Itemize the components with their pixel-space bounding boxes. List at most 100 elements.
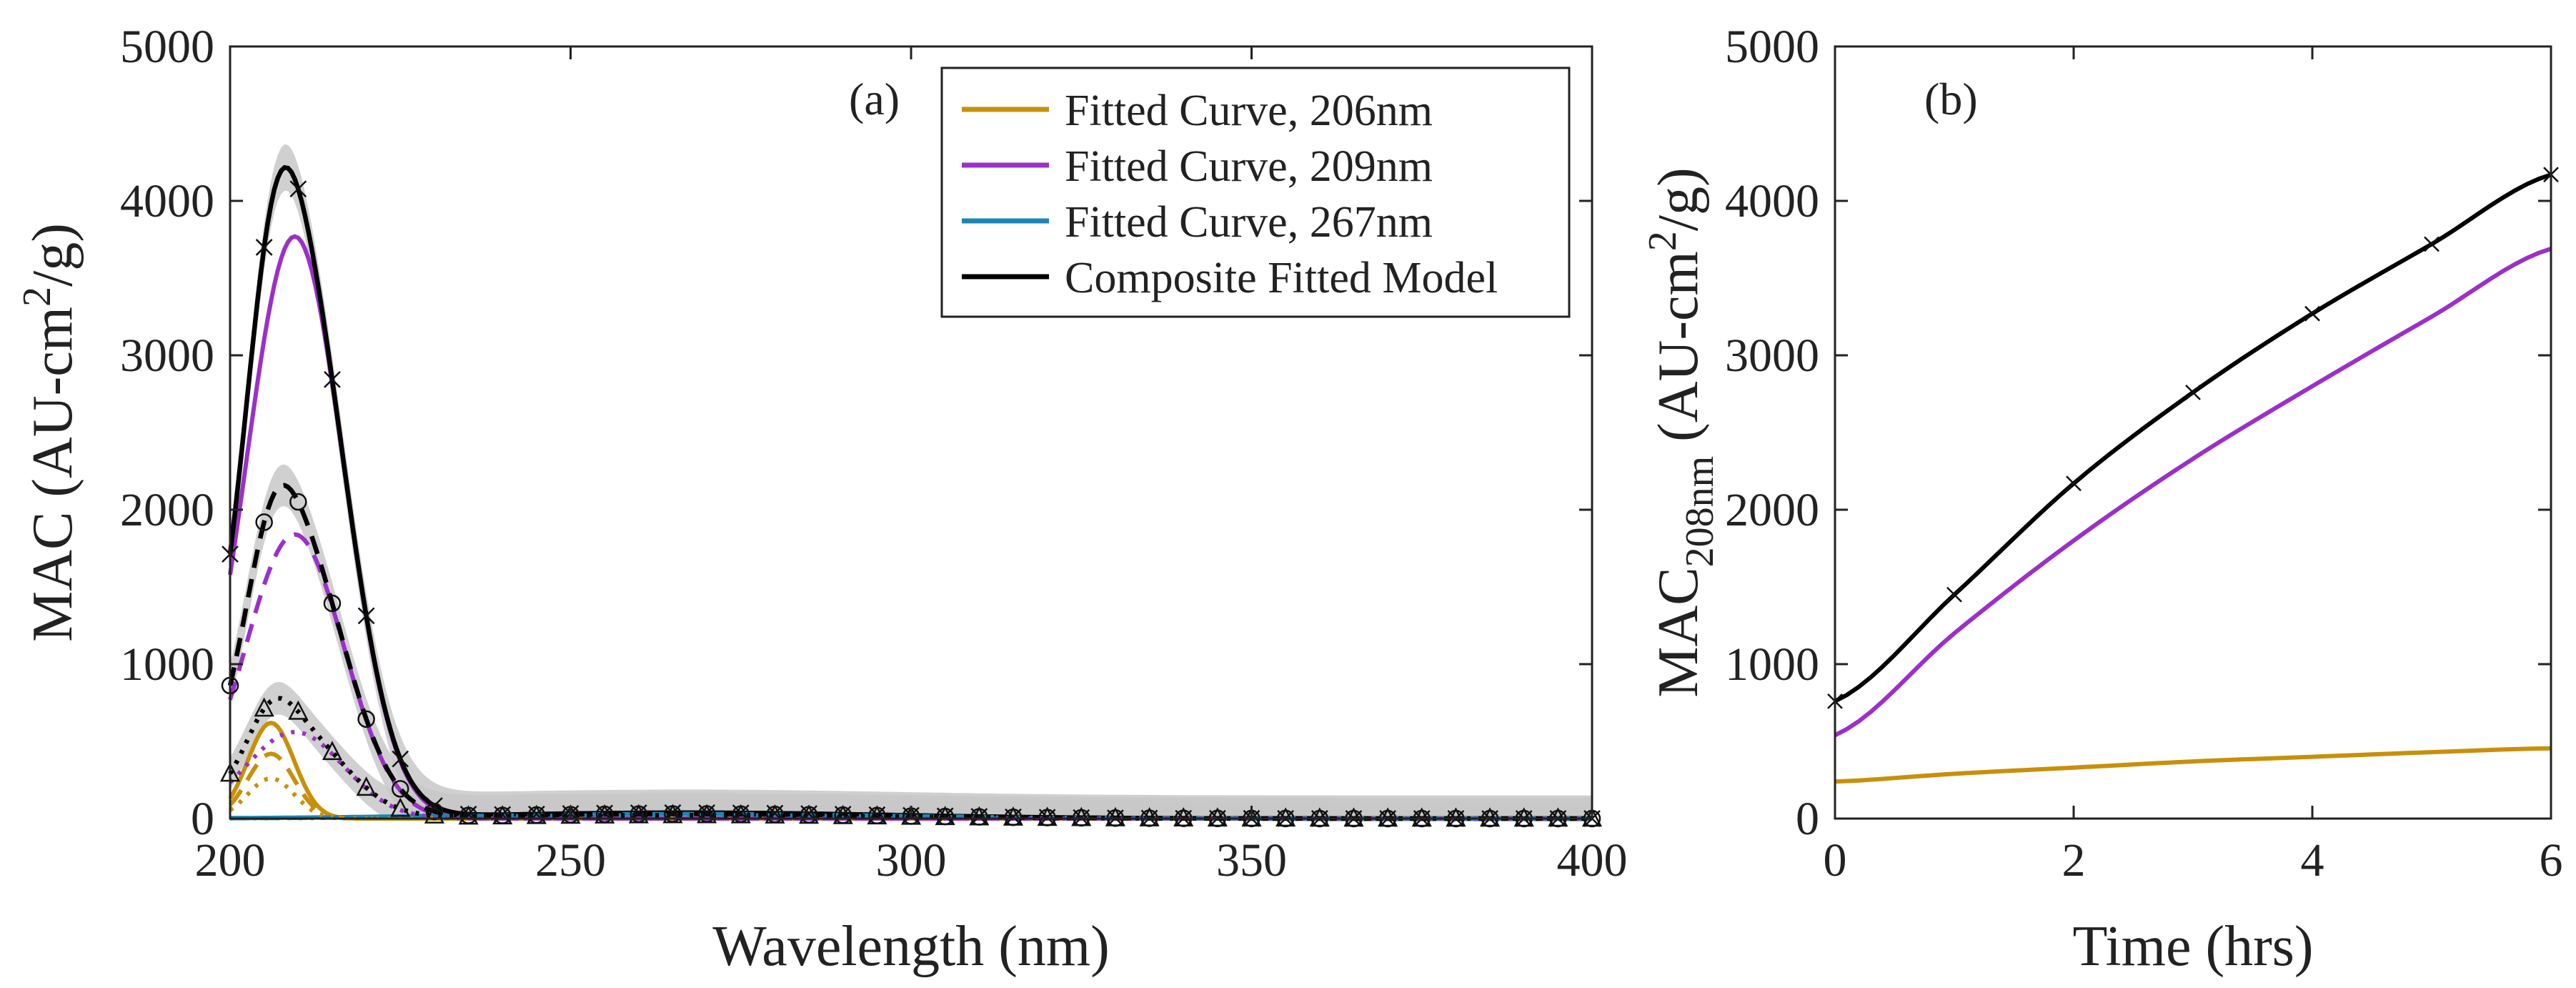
data-marker-triangle: [662, 804, 683, 824]
y-tick-label: 1000: [1725, 638, 1819, 691]
x-tick-label: 350: [1216, 834, 1287, 886]
data-marker-circle: [357, 710, 375, 728]
y-tick-label: 2000: [120, 484, 214, 536]
panel-a-x-ticks: 200 250 300 350 400: [195, 46, 1628, 886]
data-marker-triangle: [1071, 806, 1092, 826]
data-marker-triangle: [867, 805, 887, 825]
y-label-sub: 208nm: [1678, 456, 1722, 568]
data-marker-triangle: [458, 805, 479, 825]
data-marker-x: [289, 180, 307, 198]
data-marker-triangle: [560, 804, 581, 824]
legend-label: Fitted Curve, 267nm: [1065, 198, 1433, 247]
data-marker-triangle: [288, 700, 309, 720]
y-label-end: /g): [1647, 167, 1710, 231]
fitted-curve-209.5nm: [228, 234, 1592, 821]
panel-a-label: (a): [849, 74, 900, 124]
data-marker-triangle: [1411, 807, 1432, 827]
data-marker-circle: [392, 780, 409, 798]
data-marker-triangle: [1105, 806, 1125, 826]
x-tick-label: 400: [1557, 834, 1628, 886]
panel-b-axes-frame: [1834, 45, 2552, 820]
uncertainty-band: [230, 464, 1592, 819]
data-marker-triangle: [900, 805, 922, 825]
data-marker-triangle: [492, 805, 513, 825]
data-marker-triangle: [1003, 806, 1024, 826]
data-marker-triangle: [1139, 806, 1160, 826]
data-marker-x: [2185, 384, 2201, 400]
data-marker-triangle: [935, 806, 955, 826]
panel-b-label: (b): [1924, 74, 1978, 124]
data-marker-triangle: [1275, 807, 1296, 827]
y-label-sup: 2: [1641, 231, 1685, 251]
data-marker-triangle: [730, 804, 751, 824]
uncertainty-band: [230, 682, 1592, 819]
data-marker-triangle: [1343, 807, 1364, 827]
data-marker-triangle: [595, 804, 615, 824]
panel-b-y-axis-label: MAC208nm (AU-cm2/g): [1641, 167, 1722, 697]
panel-a-x-axis-label: Wavelength (nm): [712, 915, 1110, 978]
x-tick-label: 6: [2540, 834, 2563, 886]
composite-fitted-model: [227, 483, 1592, 821]
data-marker-triangle: [1309, 807, 1330, 827]
x-tick-label: 300: [876, 834, 947, 886]
panel-a-y-axis-label: MAC (AU-cm2/g): [15, 223, 84, 642]
panel-b-line-fitted-curve-209nm: [1834, 247, 2552, 738]
data-marker-triangle: [1378, 807, 1398, 827]
data-marker-x: [2304, 305, 2320, 322]
data-marker-x: [2424, 236, 2440, 252]
data-marker-triangle: [390, 797, 411, 817]
data-marker-triangle: [526, 804, 547, 824]
data-marker-circle: [255, 513, 273, 531]
y-label-pre: MAC (AU-cm: [21, 307, 84, 642]
legend-label: Composite Fitted Model: [1065, 254, 1498, 302]
y-label-pre: MAC: [1647, 567, 1710, 697]
legend-label: Fitted Curve, 206nm: [1065, 87, 1433, 135]
y-tick-label: 4000: [120, 175, 214, 227]
data-marker-x: [324, 371, 341, 388]
data-marker-circle: [323, 594, 342, 613]
y-tick-label: 3000: [120, 330, 214, 382]
panel-a-y-ticks: 0 1000 2000 3000 4000 5000: [120, 21, 1592, 845]
data-marker-triangle: [1173, 807, 1194, 826]
y-tick-label: 0: [191, 793, 214, 845]
x-tick-label: 0: [1824, 834, 1847, 886]
legend-label: Fitted Curve, 209nm: [1065, 142, 1433, 191]
x-tick-label: 4: [2301, 834, 2324, 886]
data-marker-triangle: [832, 804, 853, 824]
data-marker-x: [255, 239, 273, 256]
data-marker-triangle: [969, 806, 990, 826]
x-tick-label: 2: [2062, 834, 2086, 886]
panel-b-x-ticks: 0 2 4 6: [1824, 46, 2563, 886]
panel-b-line-composite-fitted-model: [1834, 172, 2552, 703]
data-marker-triangle: [798, 804, 820, 824]
data-marker-triangle: [1037, 806, 1058, 826]
data-marker-x: [357, 607, 375, 625]
data-marker-triangle: [1241, 807, 1262, 827]
data-marker-x: [2066, 475, 2082, 492]
data-marker-x: [1946, 586, 1962, 603]
y-label-post: /g): [21, 223, 84, 287]
data-marker-triangle: [356, 776, 377, 796]
panel-b-y-ticks: 0 1000 2000 3000 4000 5000: [1725, 21, 2551, 845]
x-tick-label: 250: [535, 834, 606, 886]
data-marker-triangle: [424, 804, 444, 824]
y-label-mid: (AU-cm: [1647, 251, 1710, 456]
panel-b-line-fitted-curve-206nm: [1834, 746, 2552, 784]
y-label-sup: 2: [15, 287, 59, 307]
panel-b-markers: [1827, 167, 2559, 709]
data-marker-x: [392, 750, 409, 768]
panel-b-x-axis-label: Time (hrs): [2072, 915, 2313, 978]
data-marker-triangle: [322, 741, 343, 761]
legend: Fitted Curve, 206nm Fitted Curve, 209nm Fi…: [940, 66, 1571, 318]
y-tick-label: 5000: [120, 21, 214, 73]
data-marker-triangle: [628, 804, 649, 824]
y-tick-label: 4000: [1725, 175, 1819, 227]
y-tick-label: 3000: [1725, 330, 1819, 382]
data-marker-triangle: [254, 697, 274, 717]
fitted-curve-209.5nm: [228, 532, 1592, 821]
panel-b: 0 2 4 6 0 1000 2000 3000 4000 5000 Time (hrs) MA…: [1641, 21, 2563, 978]
panel-b-series: [1834, 172, 2552, 784]
y-tick-label: 1000: [120, 638, 214, 691]
data-marker-triangle: [765, 804, 785, 824]
